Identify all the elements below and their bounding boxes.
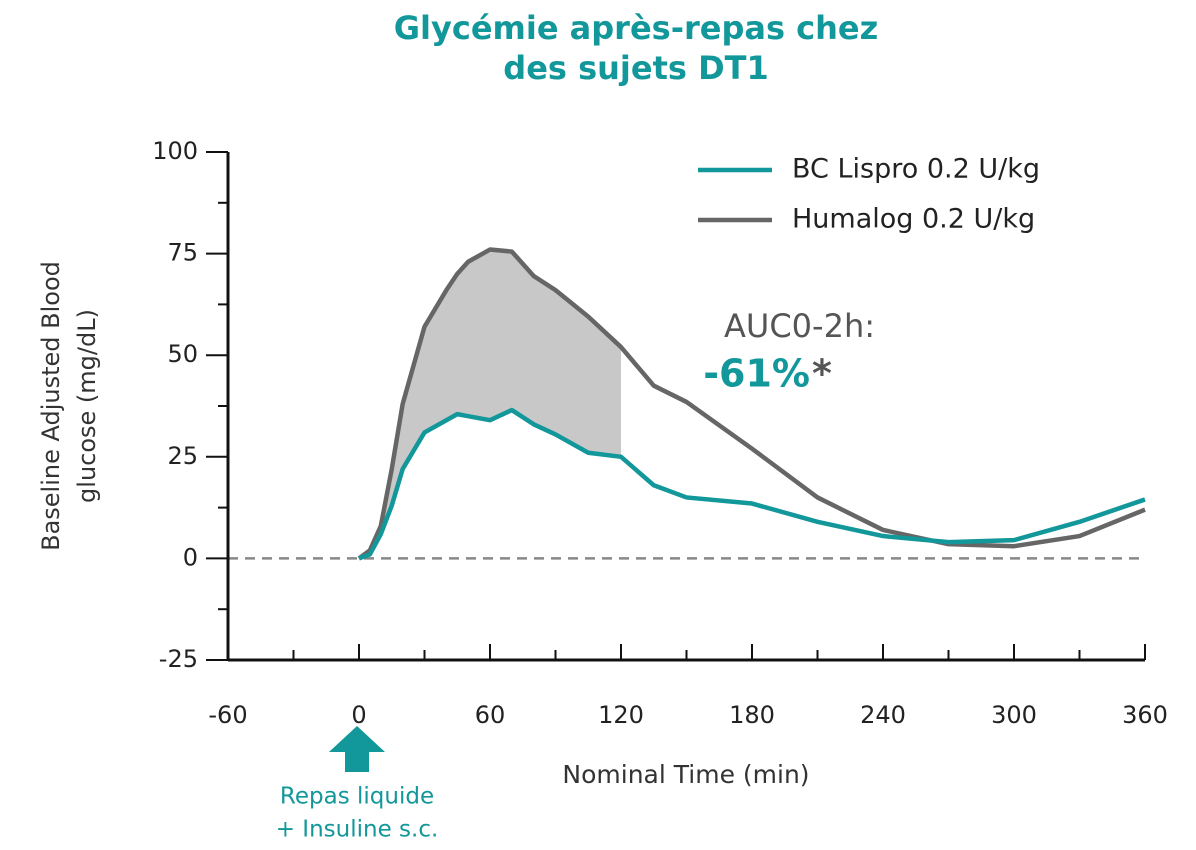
x-tick-label: -60 — [208, 701, 247, 729]
x-tick-label: 240 — [860, 701, 906, 729]
series-line — [358, 407, 1146, 561]
auc-star: * — [812, 352, 832, 396]
y-tick-label: 100 — [152, 137, 198, 165]
x-tick-label: 120 — [598, 701, 644, 729]
chart-title: Glycémie après-repas chez — [394, 9, 878, 47]
y-axis-label-line: Baseline Adjusted Blood — [37, 261, 65, 551]
meal-note: Repas liquide — [280, 784, 434, 810]
auc-value: -61% — [703, 352, 810, 396]
y-axis-label-line: glucose (mg/dL) — [73, 309, 101, 503]
x-tick-label: 60 — [475, 701, 506, 729]
y-tick-label: 0 — [183, 543, 198, 571]
auc-label: AUC0-2h: — [724, 307, 875, 345]
legend-label: BC Lispro 0.2 U/kg — [792, 154, 1040, 185]
meal-arrow — [329, 726, 385, 772]
x-axis-label: Nominal Time (min) — [562, 760, 809, 789]
y-tick-label: -25 — [159, 645, 198, 673]
x-tick-label: 360 — [1122, 701, 1168, 729]
x-tick-label: 300 — [991, 701, 1037, 729]
auc-shade — [359, 249, 621, 559]
y-axis-label: Baseline Adjusted Blood glucose (mg/dL) — [37, 261, 101, 551]
meal-note: + Insuline s.c. — [276, 817, 439, 843]
x-tick-label: 0 — [351, 701, 366, 729]
y-tick-label: 75 — [167, 239, 198, 267]
y-tick-label: 50 — [167, 340, 198, 368]
legend-label: Humalog 0.2 U/kg — [792, 204, 1035, 235]
y-tick-label: 25 — [167, 442, 198, 470]
series-line — [357, 247, 1146, 561]
x-tick-label: 180 — [729, 701, 775, 729]
chart-title: des sujets DT1 — [503, 49, 768, 87]
